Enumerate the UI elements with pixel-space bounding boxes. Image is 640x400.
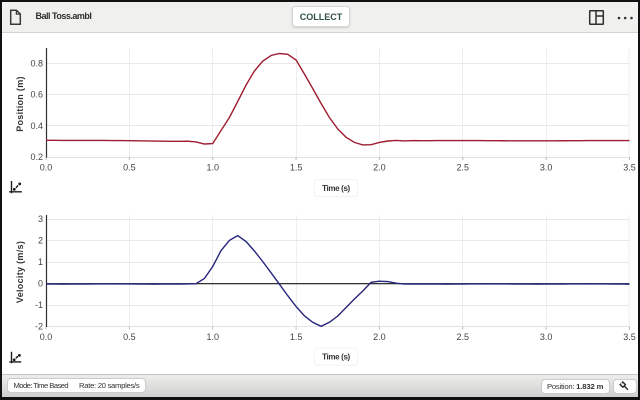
svg-text:2: 2: [38, 236, 43, 246]
svg-text:Velocity (m/s): Velocity (m/s): [15, 241, 25, 303]
svg-text:1.0: 1.0: [206, 163, 219, 173]
svg-text:2.0: 2.0: [373, 163, 386, 173]
svg-text:0.0: 0.0: [40, 163, 53, 173]
svg-text:Time (s): Time (s): [322, 184, 350, 193]
svg-text:0.6: 0.6: [30, 90, 43, 100]
svg-text:3: 3: [38, 214, 43, 224]
svg-text:Position (m): Position (m): [15, 76, 25, 132]
svg-text:3.0: 3.0: [540, 332, 553, 342]
svg-text:0.5: 0.5: [123, 332, 136, 342]
svg-text:-1: -1: [35, 300, 43, 310]
svg-text:3.5: 3.5: [623, 163, 636, 173]
svg-text:1.0: 1.0: [206, 332, 219, 342]
svg-text:3.0: 3.0: [540, 163, 553, 173]
svg-text:0.2: 0.2: [30, 152, 43, 162]
svg-text:2.0: 2.0: [373, 332, 386, 342]
svg-text:0.8: 0.8: [30, 59, 43, 69]
svg-text:-2: -2: [35, 322, 43, 332]
svg-text:0: 0: [38, 279, 43, 289]
svg-text:1.5: 1.5: [290, 163, 303, 173]
svg-text:1: 1: [38, 257, 43, 267]
svg-text:0.4: 0.4: [30, 121, 43, 131]
svg-text:2.5: 2.5: [457, 163, 470, 173]
svg-text:1.5: 1.5: [290, 332, 303, 342]
svg-text:3.5: 3.5: [623, 332, 636, 342]
svg-text:0.0: 0.0: [40, 332, 53, 342]
svg-text:Time (s): Time (s): [322, 353, 350, 362]
svg-text:2.5: 2.5: [457, 332, 470, 342]
svg-text:0.5: 0.5: [123, 163, 136, 173]
